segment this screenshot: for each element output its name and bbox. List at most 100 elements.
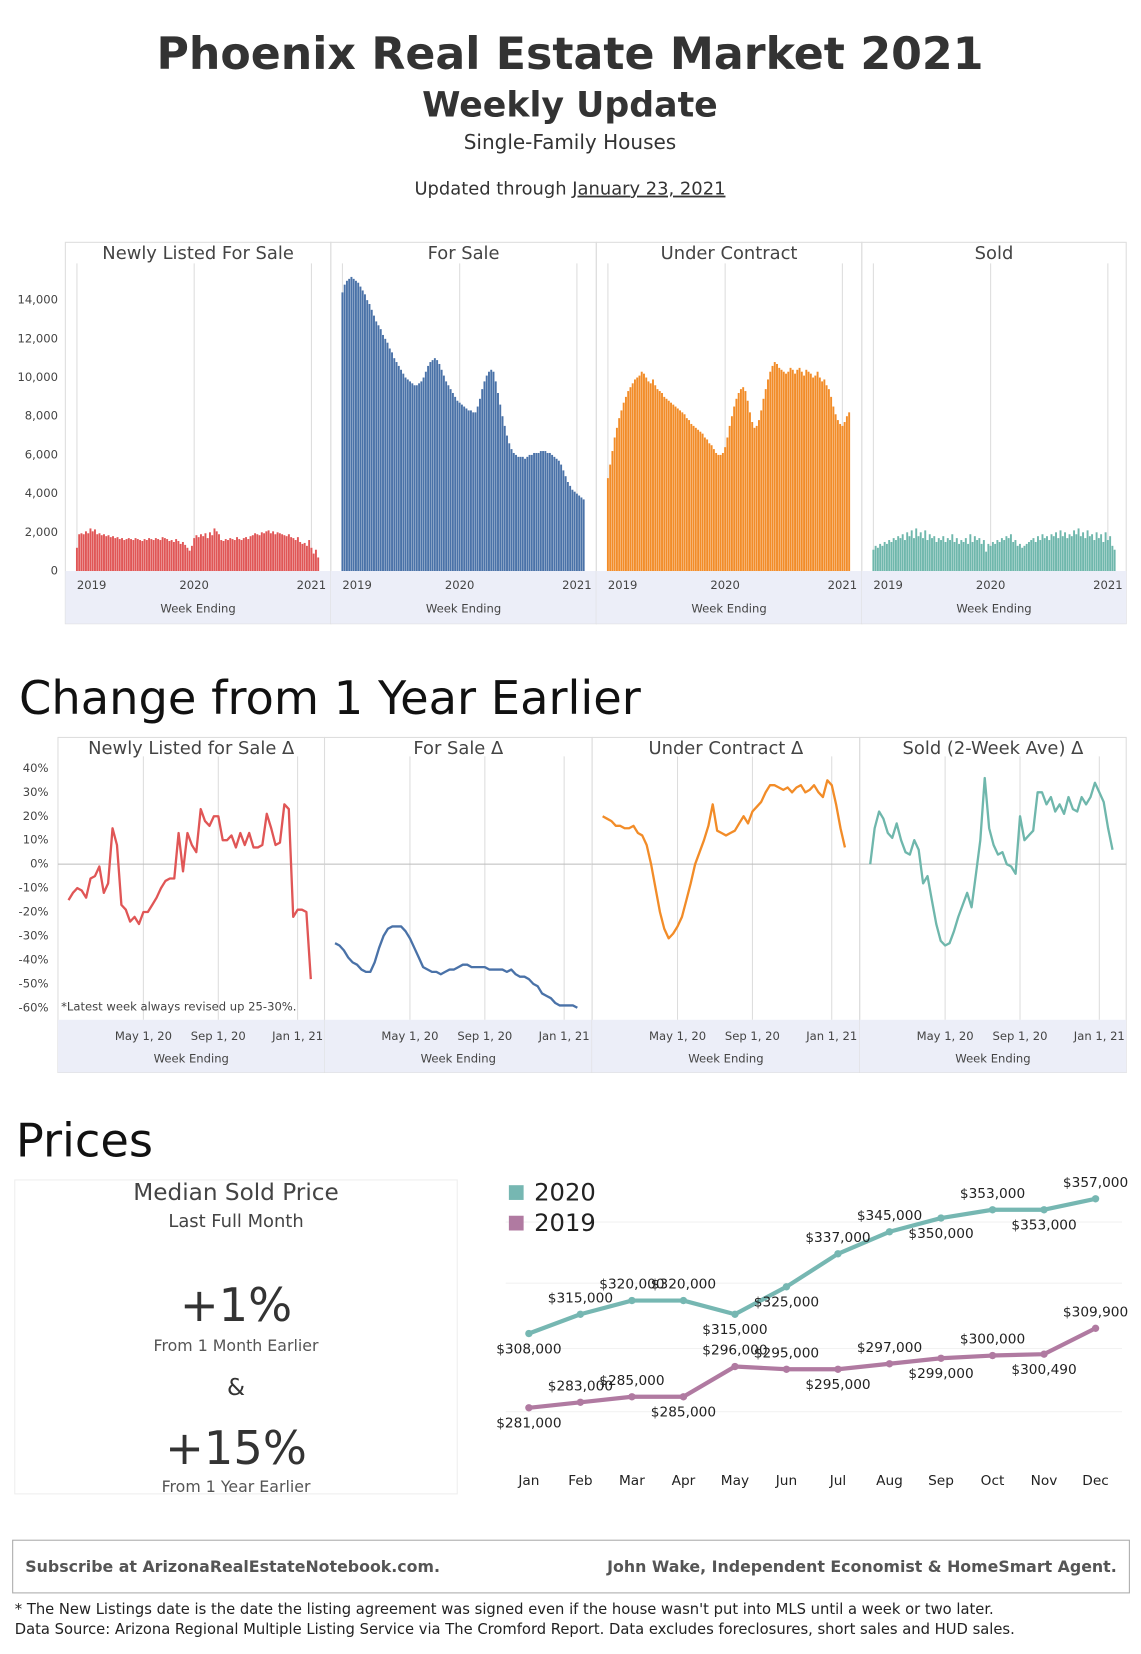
bar [987,543,990,571]
bar [393,358,396,571]
x-tick-label: 2019 [342,578,371,592]
y-tick-label: 0% [30,857,48,871]
x-axis-label: Week Ending [421,1051,496,1065]
section-title: Change from 1 Year Earlier [19,671,642,725]
bar [494,381,497,571]
bar [764,389,767,571]
bar [1039,540,1042,571]
bar [528,454,531,571]
bar [883,541,886,571]
value-label: $309,900 [1063,1304,1128,1320]
footnote: * The New Listings date is the date the … [15,1601,994,1618]
bar [917,536,920,571]
bar [1084,538,1087,571]
bar [281,534,284,571]
kpi-label: From 1 Month Earlier [154,1336,319,1355]
x-tick-label: May [721,1473,749,1489]
line [334,925,578,1009]
bar [1034,541,1037,571]
bar [715,452,718,571]
bar [980,543,983,571]
bar [1070,536,1073,571]
bar [1100,534,1103,571]
bar [555,458,558,571]
bar [177,541,180,571]
bar [872,549,875,571]
bar [105,536,108,571]
x-tick-label: May 1, 20 [115,1029,172,1043]
bar [699,431,702,571]
bar [112,536,114,571]
bar [638,375,641,571]
bar [125,539,128,571]
bar [940,540,942,571]
bar [254,533,257,571]
bar [1106,540,1109,571]
x-tick-label: Oct [981,1473,1005,1489]
value-label: $281,000 [496,1416,561,1432]
bar [879,543,882,571]
bar [463,406,466,571]
x-tick-label: Jan 1, 21 [805,1029,857,1043]
value-label: $353,000 [960,1186,1025,1202]
bar [760,410,763,571]
bar [785,373,787,571]
bar [818,377,821,571]
bar [613,437,616,571]
bar [903,540,906,571]
bar [560,464,563,571]
panel-title: Under Contract [661,243,798,264]
bar [197,537,200,571]
bar [485,375,488,571]
x-tick-label: 2021 [828,578,857,592]
x-tick-label: Jan 1, 21 [271,1029,323,1043]
bar [951,534,954,571]
bar [776,363,778,571]
bar [431,360,434,571]
bar [697,429,700,571]
bar [352,278,355,571]
bar [915,528,918,571]
bar [557,460,560,571]
bar [256,534,259,571]
bar [1009,534,1012,571]
bar [366,300,369,571]
bar [436,360,439,571]
bar [296,537,299,571]
bar [305,545,308,571]
bar [969,534,972,571]
bar [717,454,720,571]
bar [222,541,225,571]
bar [744,391,747,571]
bar [388,348,391,571]
bar [114,538,117,571]
bar [168,541,171,571]
point [576,1398,585,1406]
bar [1064,532,1066,571]
bar [758,420,760,571]
bar [357,282,360,571]
bar [836,420,839,571]
x-tick-label: 2021 [1093,578,1122,592]
value-label: $320,000 [599,1277,664,1293]
bar [240,540,243,571]
bar [447,385,450,571]
bar [839,423,842,571]
bar [382,334,384,571]
bar [564,476,567,571]
bar [780,369,783,571]
bar [809,373,812,571]
bar [724,447,727,571]
bar [310,547,313,571]
bar [166,539,169,571]
bar [467,410,470,571]
bar [442,375,445,571]
bar [317,557,320,571]
bar [1055,532,1057,571]
x-axis-band [65,570,331,624]
bar [181,541,184,571]
bar [730,416,733,571]
value-label: $320,000 [651,1277,716,1293]
bar [888,540,891,571]
bar [803,375,806,571]
